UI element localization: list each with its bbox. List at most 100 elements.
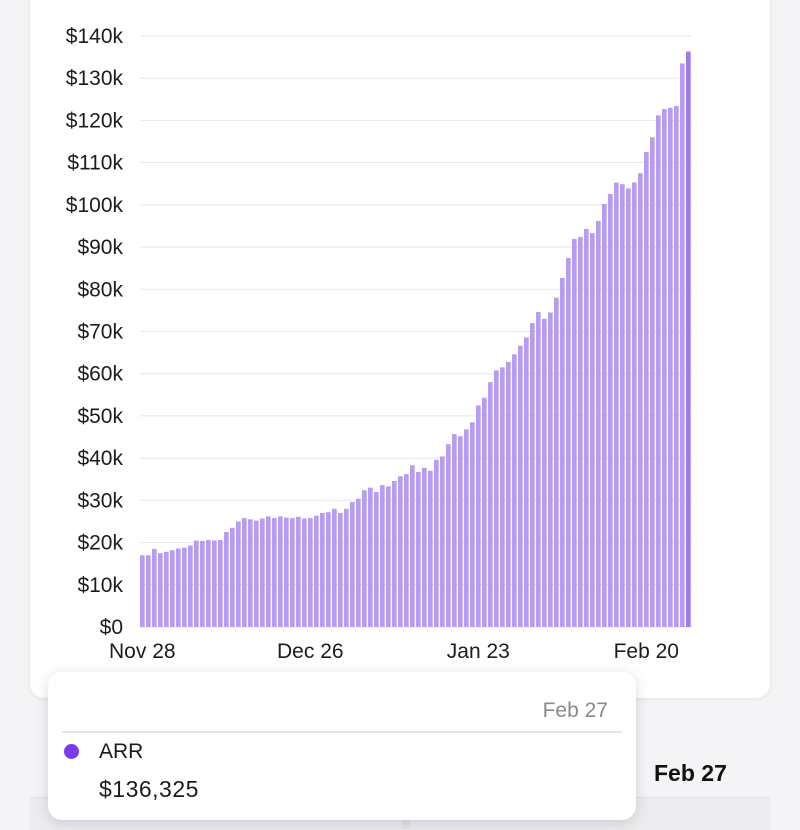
bar[interactable] bbox=[674, 106, 679, 627]
bar[interactable] bbox=[296, 516, 301, 627]
bar[interactable] bbox=[464, 429, 469, 627]
bar[interactable] bbox=[434, 459, 439, 627]
bar[interactable] bbox=[380, 485, 385, 627]
bar[interactable] bbox=[680, 63, 685, 627]
bar[interactable] bbox=[446, 444, 451, 627]
bar[interactable] bbox=[488, 382, 493, 627]
bar[interactable] bbox=[278, 516, 283, 627]
bar[interactable] bbox=[398, 476, 403, 627]
bar[interactable] bbox=[686, 51, 691, 627]
bar[interactable] bbox=[506, 361, 511, 627]
bar[interactable] bbox=[608, 193, 613, 627]
bar[interactable] bbox=[626, 188, 631, 627]
bar[interactable] bbox=[602, 204, 607, 627]
bar[interactable] bbox=[206, 540, 211, 627]
tooltip-date: Feb 27 bbox=[542, 699, 608, 722]
bar[interactable] bbox=[470, 422, 475, 627]
bar[interactable] bbox=[332, 508, 337, 627]
bar[interactable] bbox=[146, 555, 151, 627]
bar[interactable] bbox=[578, 236, 583, 627]
bar[interactable] bbox=[164, 551, 169, 627]
bar[interactable] bbox=[584, 228, 589, 628]
bar[interactable] bbox=[218, 540, 223, 627]
y-tick-label: $130k bbox=[66, 67, 124, 90]
bar[interactable] bbox=[242, 518, 247, 627]
bar[interactable] bbox=[260, 518, 265, 627]
bar[interactable] bbox=[572, 239, 577, 627]
bar[interactable] bbox=[290, 518, 295, 627]
bar[interactable] bbox=[230, 527, 235, 627]
bar[interactable] bbox=[374, 491, 379, 627]
bar[interactable] bbox=[536, 312, 541, 627]
bar[interactable] bbox=[554, 297, 559, 627]
bar[interactable] bbox=[170, 550, 175, 627]
bar[interactable] bbox=[542, 318, 547, 627]
bar[interactable] bbox=[656, 115, 661, 628]
bar[interactable] bbox=[530, 323, 535, 627]
bar[interactable] bbox=[224, 532, 229, 627]
bar[interactable] bbox=[140, 555, 145, 627]
bar[interactable] bbox=[518, 345, 523, 627]
bar[interactable] bbox=[302, 518, 307, 627]
bar[interactable] bbox=[494, 370, 499, 627]
bar[interactable] bbox=[368, 487, 373, 627]
bar[interactable] bbox=[212, 540, 217, 627]
bar[interactable] bbox=[392, 480, 397, 627]
bar[interactable] bbox=[182, 547, 187, 627]
bar[interactable] bbox=[308, 518, 313, 627]
bar[interactable] bbox=[428, 470, 433, 627]
bar[interactable] bbox=[158, 553, 163, 628]
bar[interactable] bbox=[344, 508, 349, 627]
bar[interactable] bbox=[614, 182, 619, 628]
bar[interactable] bbox=[566, 258, 571, 627]
tooltip-series-name: ARR bbox=[99, 740, 144, 763]
bar[interactable] bbox=[362, 490, 367, 627]
bar[interactable] bbox=[194, 540, 199, 627]
bar[interactable] bbox=[338, 513, 343, 627]
bar[interactable] bbox=[176, 548, 181, 627]
bar[interactable] bbox=[590, 233, 595, 627]
bar[interactable] bbox=[416, 472, 421, 627]
y-tick-label: $80k bbox=[77, 278, 123, 301]
bar[interactable] bbox=[266, 516, 271, 627]
bar[interactable] bbox=[476, 405, 481, 628]
bar[interactable] bbox=[188, 545, 193, 627]
bar[interactable] bbox=[638, 173, 643, 627]
bar[interactable] bbox=[458, 436, 463, 627]
bar[interactable] bbox=[512, 354, 517, 627]
bar[interactable] bbox=[524, 337, 529, 627]
bar[interactable] bbox=[500, 367, 505, 627]
bar[interactable] bbox=[254, 520, 259, 627]
bar[interactable] bbox=[356, 498, 361, 627]
bar[interactable] bbox=[320, 513, 325, 627]
arr-bar-chart[interactable]: $0 $10k $20k $30k $40k $50k $60k $70k $80k $90k $1… bbox=[30, 0, 770, 698]
bar[interactable] bbox=[272, 518, 277, 627]
y-tick-label: $20k bbox=[77, 532, 123, 555]
bar[interactable] bbox=[386, 486, 391, 627]
bar[interactable] bbox=[350, 502, 355, 627]
bar[interactable] bbox=[560, 277, 565, 627]
bar[interactable] bbox=[482, 397, 487, 627]
bar[interactable] bbox=[644, 152, 649, 627]
bar[interactable] bbox=[248, 519, 253, 627]
bar[interactable] bbox=[650, 137, 655, 627]
bar[interactable] bbox=[422, 467, 427, 627]
bar[interactable] bbox=[452, 434, 457, 627]
y-tick-label: $110k bbox=[67, 152, 123, 175]
bar[interactable] bbox=[152, 548, 157, 627]
bar[interactable] bbox=[236, 521, 241, 627]
bar[interactable] bbox=[200, 540, 205, 627]
bar[interactable] bbox=[668, 107, 673, 627]
selected-date-label: Feb 27 bbox=[654, 760, 727, 786]
bar[interactable] bbox=[662, 109, 667, 627]
bar[interactable] bbox=[548, 312, 553, 628]
bar[interactable] bbox=[410, 465, 415, 627]
bar[interactable] bbox=[284, 517, 289, 627]
bar[interactable] bbox=[326, 512, 331, 627]
bar[interactable] bbox=[314, 515, 319, 627]
bar[interactable] bbox=[596, 220, 601, 627]
bar[interactable] bbox=[440, 456, 445, 627]
bar[interactable] bbox=[620, 184, 625, 628]
bar[interactable] bbox=[404, 474, 409, 627]
bar[interactable] bbox=[632, 182, 637, 628]
